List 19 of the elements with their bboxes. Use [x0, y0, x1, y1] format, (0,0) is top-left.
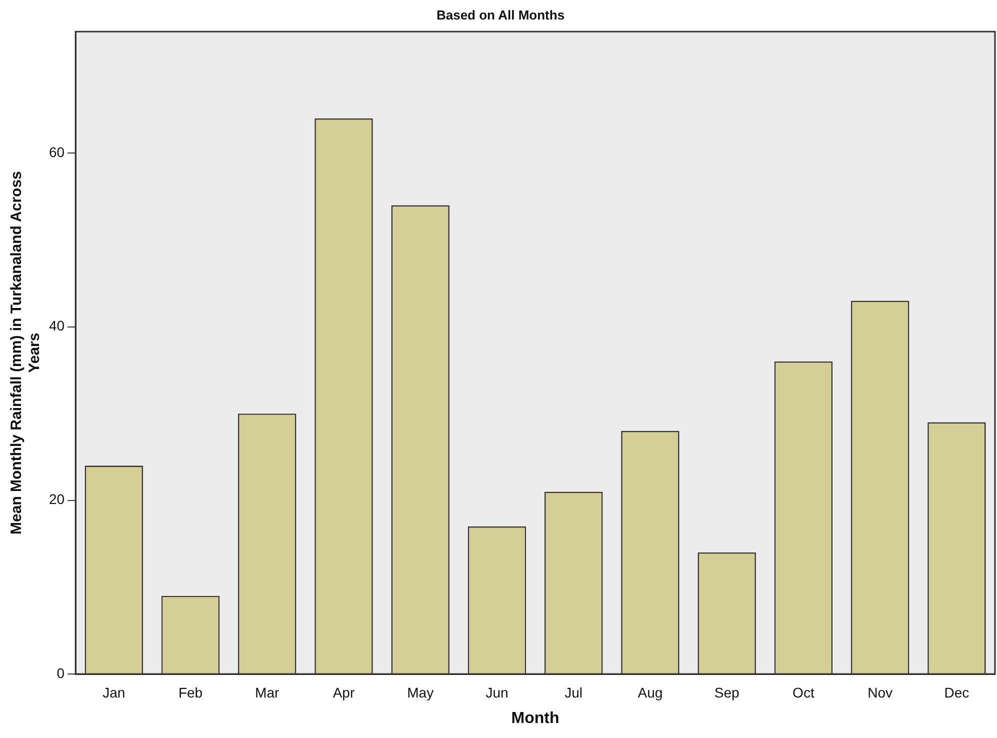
- x-tick-label: Oct: [792, 684, 814, 700]
- x-tick-label: Apr: [332, 684, 355, 700]
- y-tick-label: 0: [56, 664, 65, 681]
- x-tick-label: Feb: [178, 684, 203, 700]
- x-tick-label: Mar: [255, 684, 280, 700]
- x-tick-label: Jun: [486, 684, 508, 700]
- y-axis-title: Mean Monthly Rainfall (mm) in Turkanaland Across Years: [8, 171, 44, 534]
- x-tick-label: Nov: [868, 684, 893, 700]
- x-tick-label: Jan: [102, 684, 126, 700]
- x-axis-title: Month: [511, 710, 560, 727]
- y-tick-label: 60: [48, 144, 65, 160]
- x-tick-label: Sep: [714, 684, 740, 700]
- chart-title: Based on All Months: [436, 7, 565, 22]
- x-tick-label: Aug: [638, 684, 663, 700]
- y-tick-label: 40: [48, 318, 65, 334]
- x-tick-label: Jul: [564, 684, 583, 700]
- x-tick-label: May: [407, 684, 434, 700]
- x-tick-label: Dec: [944, 684, 970, 700]
- y-tick-label: 20: [48, 491, 65, 508]
